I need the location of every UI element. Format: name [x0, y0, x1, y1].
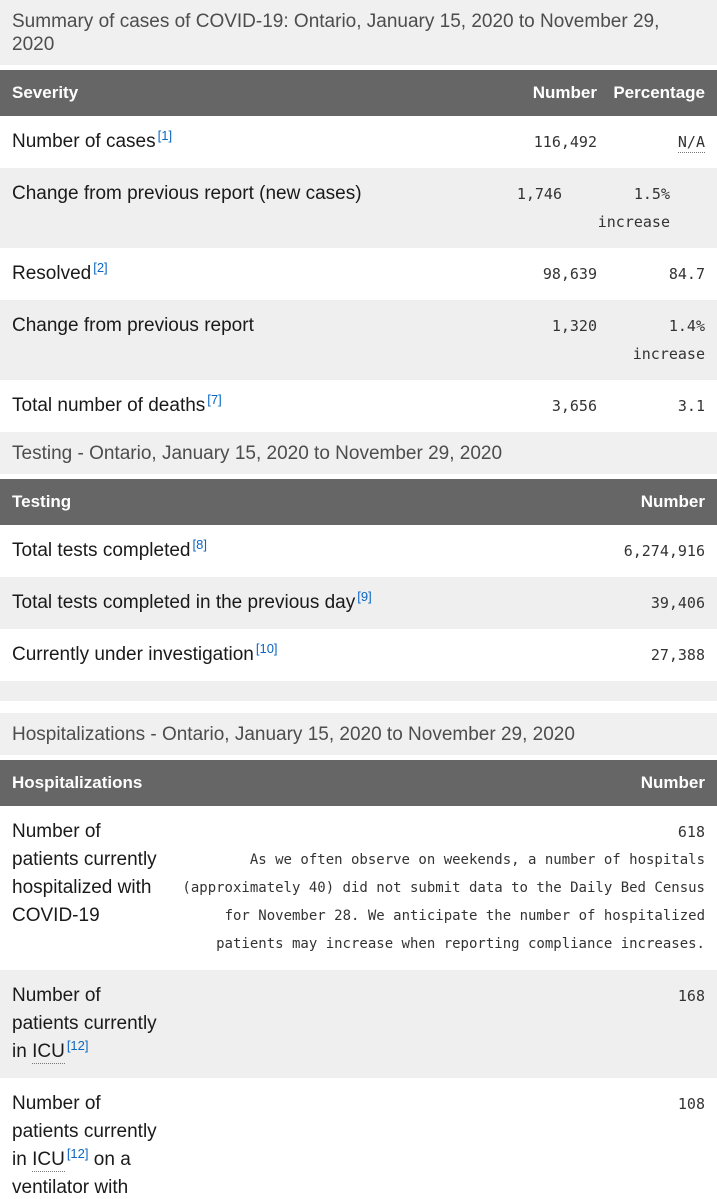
footnote-link[interactable]: [12] [66, 1037, 89, 1053]
footnote-link[interactable]: [7] [207, 391, 222, 407]
cell-number: 168 [677, 987, 705, 1005]
hospitalizations-table: Hospitalizations - Ontario, January 15, … [0, 713, 717, 1199]
row-label: Total tests completed [12, 540, 191, 561]
cell-number: 618 [677, 823, 705, 841]
cell-number: 27,388 [650, 646, 705, 664]
testing-table-header: Testing Number [0, 479, 717, 525]
cell-number: 1,746 [516, 185, 562, 203]
cell-percentage: 84.7 [668, 265, 705, 283]
hospitalizations-table-caption: Hospitalizations - Ontario, January 15, … [0, 713, 717, 755]
row-label: Number of patients currently in [12, 985, 157, 1062]
table-row: Resolved [2] 98,639 84.7 [0, 248, 717, 300]
column-header-number: Number [640, 492, 705, 511]
table-row: Change from previous report 1,320 1.4% i… [0, 300, 717, 380]
na-abbreviation: N/A [677, 133, 705, 153]
footnote-link[interactable]: [8] [192, 536, 207, 552]
cell-percentage: 3.1 [677, 397, 705, 415]
empty-table-row [0, 681, 717, 701]
table-row: Number of cases [1] 116,492 N/A [0, 116, 717, 168]
cell-number: 39,406 [650, 594, 705, 612]
icu-abbreviation: ICU [32, 1149, 65, 1172]
table-row: Total tests completed [8] 6,274,916 [0, 525, 717, 577]
summary-table-caption: Summary of cases of COVID-19: Ontario, J… [0, 0, 717, 65]
column-header-percentage: Percentage [613, 83, 705, 102]
footnote-link[interactable]: [12] [66, 1145, 89, 1161]
row-label: Number of patients currently in [12, 1093, 157, 1170]
row-label: Currently under investigation [12, 644, 254, 665]
hospitalizations-table-header: Hospitalizations Number [0, 760, 717, 806]
testing-table-caption: Testing - Ontario, January 15, 2020 to N… [0, 432, 717, 474]
cell-number: 116,492 [533, 133, 597, 151]
summary-cases-table: Summary of cases of COVID-19: Ontario, J… [0, 0, 717, 432]
row-label: Total number of deaths [12, 395, 206, 416]
cell-percentage: 1.5% increase [597, 185, 670, 231]
cell-number: 1,320 [551, 317, 597, 335]
row-label-continued: on a ventilator with COVID-19 [12, 1149, 131, 1198]
column-header-number: Number [532, 83, 597, 102]
summary-table-header: Severity Number Percentage [0, 70, 717, 116]
column-header-hospitalizations: Hospitalizations [12, 773, 143, 792]
footnote-link[interactable]: [9] [357, 588, 372, 604]
column-header-testing: Testing [12, 492, 72, 511]
column-header-severity: Severity [12, 83, 79, 102]
footnote-link[interactable]: [10] [255, 640, 278, 656]
table-row: Change from previous report (new cases) … [0, 168, 717, 248]
section-divider [0, 701, 717, 713]
table-row: Currently under investigation [10] 27,388 [0, 629, 717, 681]
table-row: Number of patients currently in ICU [12] … [0, 970, 717, 1078]
cell-number: 98,639 [542, 265, 597, 283]
testing-table: Testing - Ontario, January 15, 2020 to N… [0, 432, 717, 701]
footnote-link[interactable]: [1] [157, 127, 173, 143]
table-row: Total tests completed in the previous da… [0, 577, 717, 629]
reporting-note: As we often observe on weekends, a numbe… [182, 852, 705, 952]
row-label: Number of patients currently hospitalize… [12, 821, 157, 926]
footnote-link[interactable]: [2] [93, 259, 108, 275]
row-label: Resolved [12, 263, 92, 284]
table-row: Total number of deaths [7] 3,656 3.1 [0, 380, 717, 432]
table-row: Number of patients currently hospitalize… [0, 806, 717, 970]
table-row: Number of patients currently in ICU [12] … [0, 1078, 717, 1199]
row-label: Change from previous report (new cases) [12, 183, 362, 204]
cell-number: 6,274,916 [623, 542, 705, 560]
row-label: Total tests completed in the previous da… [12, 592, 356, 613]
icu-abbreviation: ICU [32, 1041, 65, 1064]
cell-number: 108 [677, 1095, 705, 1113]
row-label: Number of cases [12, 131, 156, 152]
row-label: Change from previous report [12, 315, 254, 336]
cell-percentage: 1.4% increase [632, 317, 705, 363]
column-header-number: Number [640, 773, 705, 792]
cell-number: 3,656 [551, 397, 597, 415]
